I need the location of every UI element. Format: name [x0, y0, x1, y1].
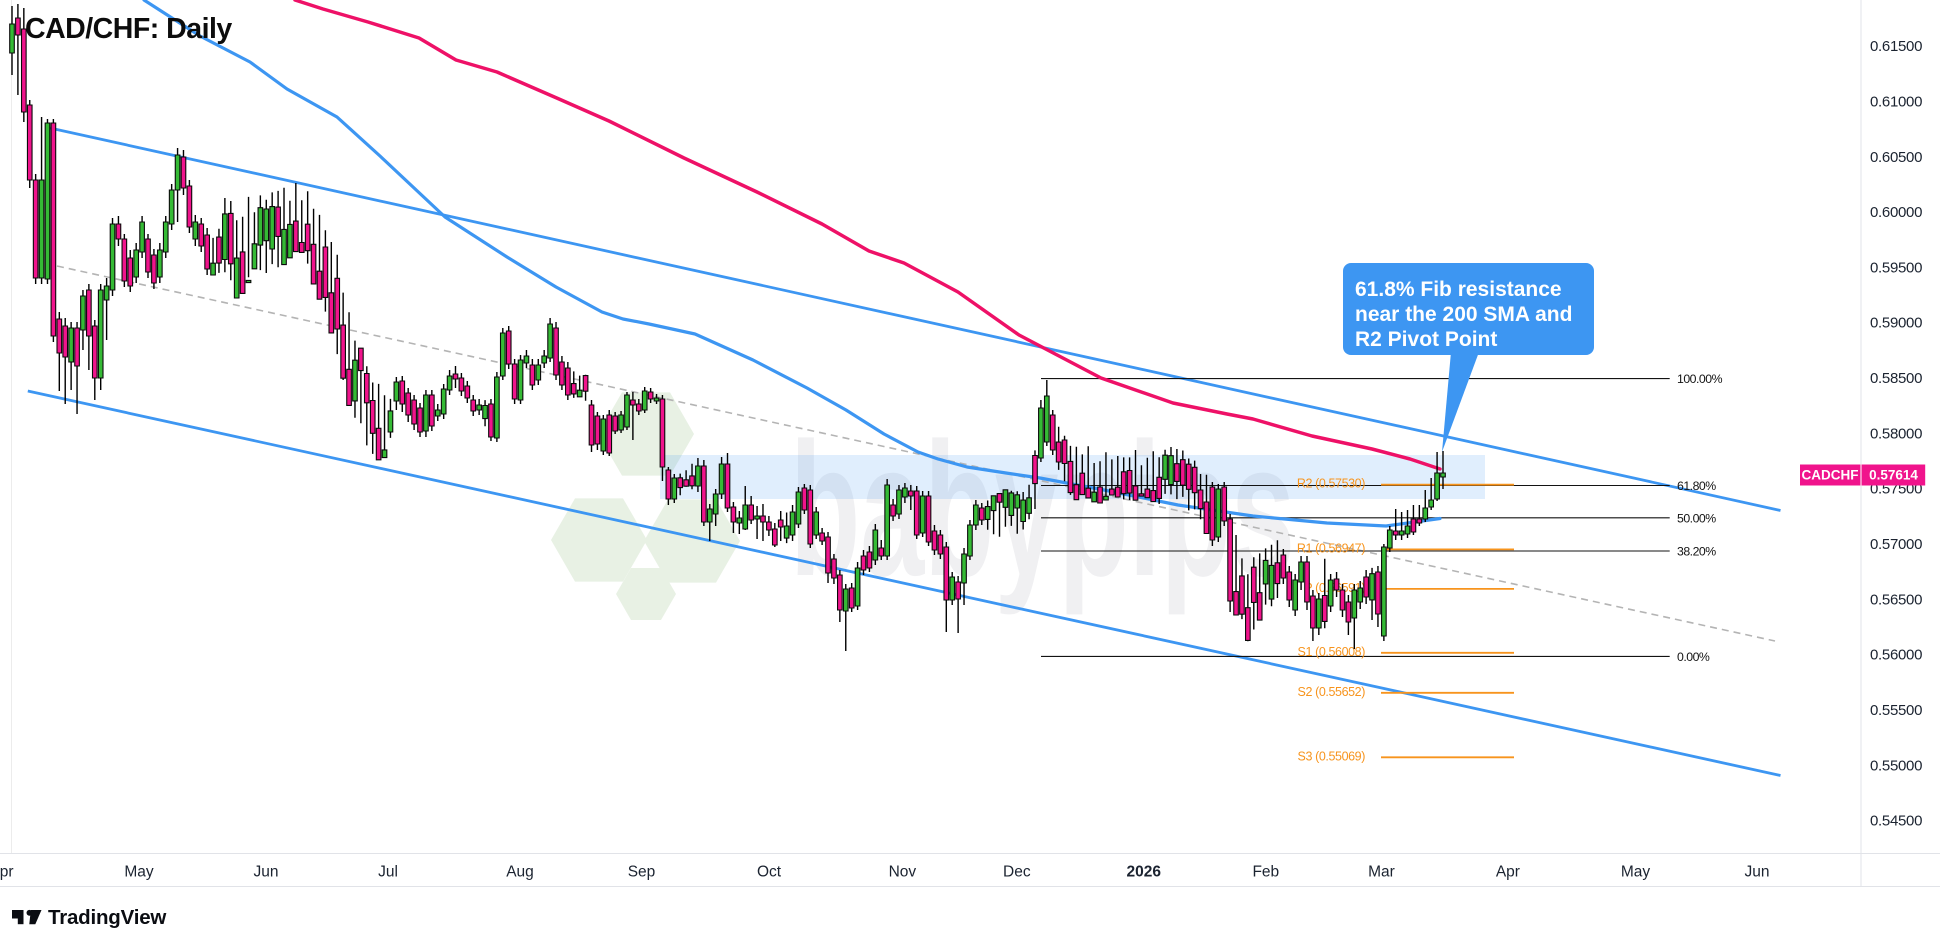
svg-text:0.59500: 0.59500 — [1870, 259, 1922, 276]
svg-text:Oct: Oct — [757, 864, 782, 881]
svg-text:CADCHF: CADCHF — [1802, 468, 1859, 483]
svg-text:Feb: Feb — [1252, 864, 1279, 881]
svg-text:Dec: Dec — [1003, 864, 1031, 881]
svg-text:Apr: Apr — [1496, 864, 1520, 881]
svg-text:R2 Pivot Point: R2 Pivot Point — [1355, 328, 1497, 351]
svg-text:Mar: Mar — [1368, 864, 1395, 881]
svg-text:100.00%: 100.00% — [1677, 372, 1723, 386]
svg-text:Aug: Aug — [506, 864, 534, 881]
svg-text:R1 (0.56947): R1 (0.56947) — [1297, 541, 1365, 555]
svg-text:TradingView: TradingView — [48, 906, 166, 929]
svg-text:0.55000: 0.55000 — [1870, 757, 1922, 774]
svg-text:0.61000: 0.61000 — [1870, 93, 1922, 110]
svg-text:Apr: Apr — [0, 864, 14, 881]
svg-text:Sep: Sep — [628, 864, 656, 881]
svg-text:0.57614: 0.57614 — [1869, 468, 1918, 483]
svg-text:near the 200 SMA and: near the 200 SMA and — [1355, 303, 1572, 326]
svg-text:May: May — [1621, 864, 1651, 881]
svg-text:CAD/CHF: Daily: CAD/CHF: Daily — [25, 13, 232, 45]
svg-text:50.00%: 50.00% — [1677, 511, 1716, 525]
svg-text:0.58000: 0.58000 — [1870, 425, 1922, 442]
svg-text:Nov: Nov — [889, 864, 917, 881]
svg-text:S3 (0.55069): S3 (0.55069) — [1298, 749, 1366, 763]
svg-text:0.60000: 0.60000 — [1870, 204, 1922, 221]
svg-text:0.61500: 0.61500 — [1870, 38, 1922, 55]
svg-text:0.60500: 0.60500 — [1870, 149, 1922, 166]
svg-text:S1 (0.56008): S1 (0.56008) — [1298, 645, 1366, 659]
svg-text:Jul: Jul — [378, 864, 398, 881]
svg-text:0.00%: 0.00% — [1677, 650, 1710, 664]
svg-text:0.56000: 0.56000 — [1870, 647, 1922, 664]
svg-text:Jun: Jun — [1745, 864, 1770, 881]
svg-text:Jun: Jun — [254, 864, 279, 881]
svg-text:S2 (0.55652): S2 (0.55652) — [1298, 685, 1366, 699]
svg-text:2026: 2026 — [1127, 864, 1162, 881]
svg-text:0.56500: 0.56500 — [1870, 591, 1922, 608]
svg-text:0.57000: 0.57000 — [1870, 536, 1922, 553]
svg-text:0.58500: 0.58500 — [1870, 370, 1922, 387]
svg-text:61.8% Fib resistance: 61.8% Fib resistance — [1355, 278, 1562, 301]
svg-text:61.80%: 61.80% — [1677, 479, 1716, 493]
svg-text:R2 (0.57530): R2 (0.57530) — [1297, 477, 1365, 491]
svg-text:0.54500: 0.54500 — [1870, 813, 1922, 830]
svg-text:0.55500: 0.55500 — [1870, 702, 1922, 719]
svg-text:May: May — [124, 864, 154, 881]
svg-text:38.20%: 38.20% — [1677, 545, 1716, 559]
svg-text:0.59000: 0.59000 — [1870, 315, 1922, 332]
